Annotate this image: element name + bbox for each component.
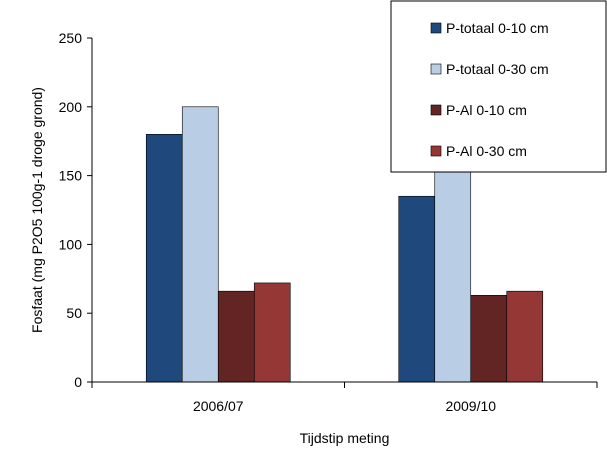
x-ticks: 2006/07 2009/10 — [91, 382, 598, 414]
legend: P-totaal 0-10 cm P-totaal 0-30 cm P-Al 0-1… — [390, 0, 607, 173]
legend-swatch — [430, 104, 442, 116]
legend-swatch — [430, 22, 442, 34]
y-tick-label: 250 — [59, 30, 83, 46]
legend-swatch — [430, 145, 442, 157]
legend-items: P-totaal 0-10 cm P-totaal 0-30 cm P-Al 0-1… — [430, 20, 549, 159]
legend-box — [390, 0, 607, 173]
bar — [434, 142, 472, 383]
bar — [398, 195, 436, 383]
bar — [253, 282, 291, 383]
bars-layer — [145, 106, 544, 383]
bar — [145, 134, 183, 383]
y-tick-label: 100 — [59, 236, 83, 252]
legend-label: P-Al 0-30 cm — [446, 143, 527, 159]
y-tick-label: 50 — [66, 305, 82, 321]
legend-label: P-Al 0-10 cm — [446, 102, 527, 118]
legend-swatch — [430, 63, 442, 75]
legend-label: P-totaal 0-30 cm — [446, 61, 549, 77]
bar — [181, 106, 219, 383]
bar — [217, 290, 255, 383]
y-tick-label: 200 — [59, 99, 83, 115]
x-axis-title: Tijdstip meting — [300, 430, 390, 446]
y-axis-title: Fosfaat (mg P2O5 100g-1 droge grond) — [29, 87, 45, 333]
x-tick-label: 2006/07 — [193, 398, 244, 414]
y-ticks: 0 50 100 150 200 250 — [59, 30, 92, 390]
bar — [506, 290, 544, 383]
x-tick-label: 2009/10 — [445, 398, 496, 414]
y-tick-label: 150 — [59, 168, 83, 184]
y-tick-label: 0 — [74, 374, 82, 390]
legend-label: P-totaal 0-10 cm — [446, 20, 549, 36]
bar — [470, 295, 508, 383]
